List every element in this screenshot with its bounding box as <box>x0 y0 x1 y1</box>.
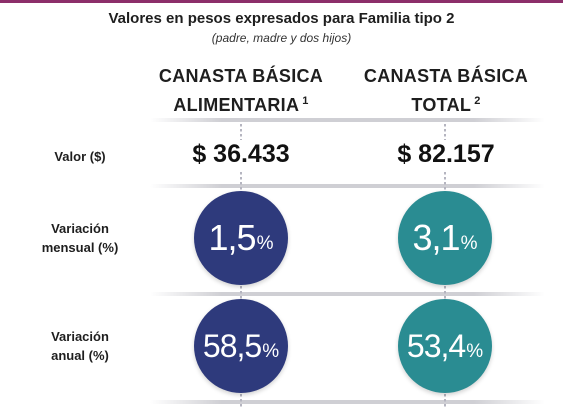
column-header-line1: CANASTA BÁSICA <box>363 66 529 86</box>
row-separator <box>150 292 545 296</box>
circle-anual-total: 53,4% <box>398 299 492 393</box>
dotted-connector <box>240 286 242 308</box>
row-label-line1: Variación <box>51 221 109 236</box>
percent-sign: % <box>256 232 274 254</box>
row-label-variacion-mensual: Variación mensual (%) <box>30 219 130 257</box>
dotted-connector <box>444 172 446 200</box>
percent-sign: % <box>460 232 478 254</box>
percent-value: 58,5 <box>202 328 262 364</box>
circle-mensual-total: 3,1% <box>398 191 492 285</box>
percent-value: 3,1 <box>412 217 461 258</box>
column-header-total: CANASTA BÁSICA TOTAL 2 <box>346 64 546 118</box>
page-title: Valores en pesos expresados para Familia… <box>108 10 455 27</box>
row-separator <box>150 118 545 122</box>
page-subtitle: (padre, madre y dos hijos) <box>211 31 352 45</box>
column-header-line2: TOTAL <box>411 95 472 115</box>
percent-sign: % <box>466 340 484 362</box>
column-header-alimentaria: CANASTA BÁSICA ALIMENTARIA 1 <box>141 64 341 118</box>
circle-anual-alimentaria: 58,5% <box>194 299 288 393</box>
circle-mensual-alimentaria: 1,5% <box>194 191 288 285</box>
row-label-line2: mensual (%) <box>41 240 119 255</box>
footnote-marker: 1 <box>302 95 309 107</box>
dotted-connector <box>240 172 242 200</box>
row-label-variacion-anual: Variación anual (%) <box>30 327 130 365</box>
value-alimentaria: $ 36.433 <box>192 140 290 168</box>
row-label-line1: Variación <box>51 329 109 344</box>
dotted-connector <box>240 394 242 408</box>
dotted-connector <box>444 124 446 140</box>
column-header-line2: ALIMENTARIA <box>173 95 300 115</box>
footnote-marker: 2 <box>474 95 481 107</box>
percent-sign: % <box>262 340 280 362</box>
value-total: $ 82.157 <box>397 140 495 168</box>
top-accent-bar <box>0 0 563 3</box>
percent-value: 53,4 <box>406 328 466 364</box>
percent-value: 1,5 <box>208 217 257 258</box>
row-label-valor: Valor ($) <box>54 149 106 164</box>
row-separator <box>150 184 545 188</box>
row-label-line2: anual (%) <box>51 348 109 363</box>
dotted-connector <box>444 394 446 408</box>
column-header-line1: CANASTA BÁSICA <box>158 66 324 86</box>
dotted-connector <box>240 124 242 140</box>
row-separator <box>150 400 545 404</box>
dotted-connector <box>444 286 446 308</box>
